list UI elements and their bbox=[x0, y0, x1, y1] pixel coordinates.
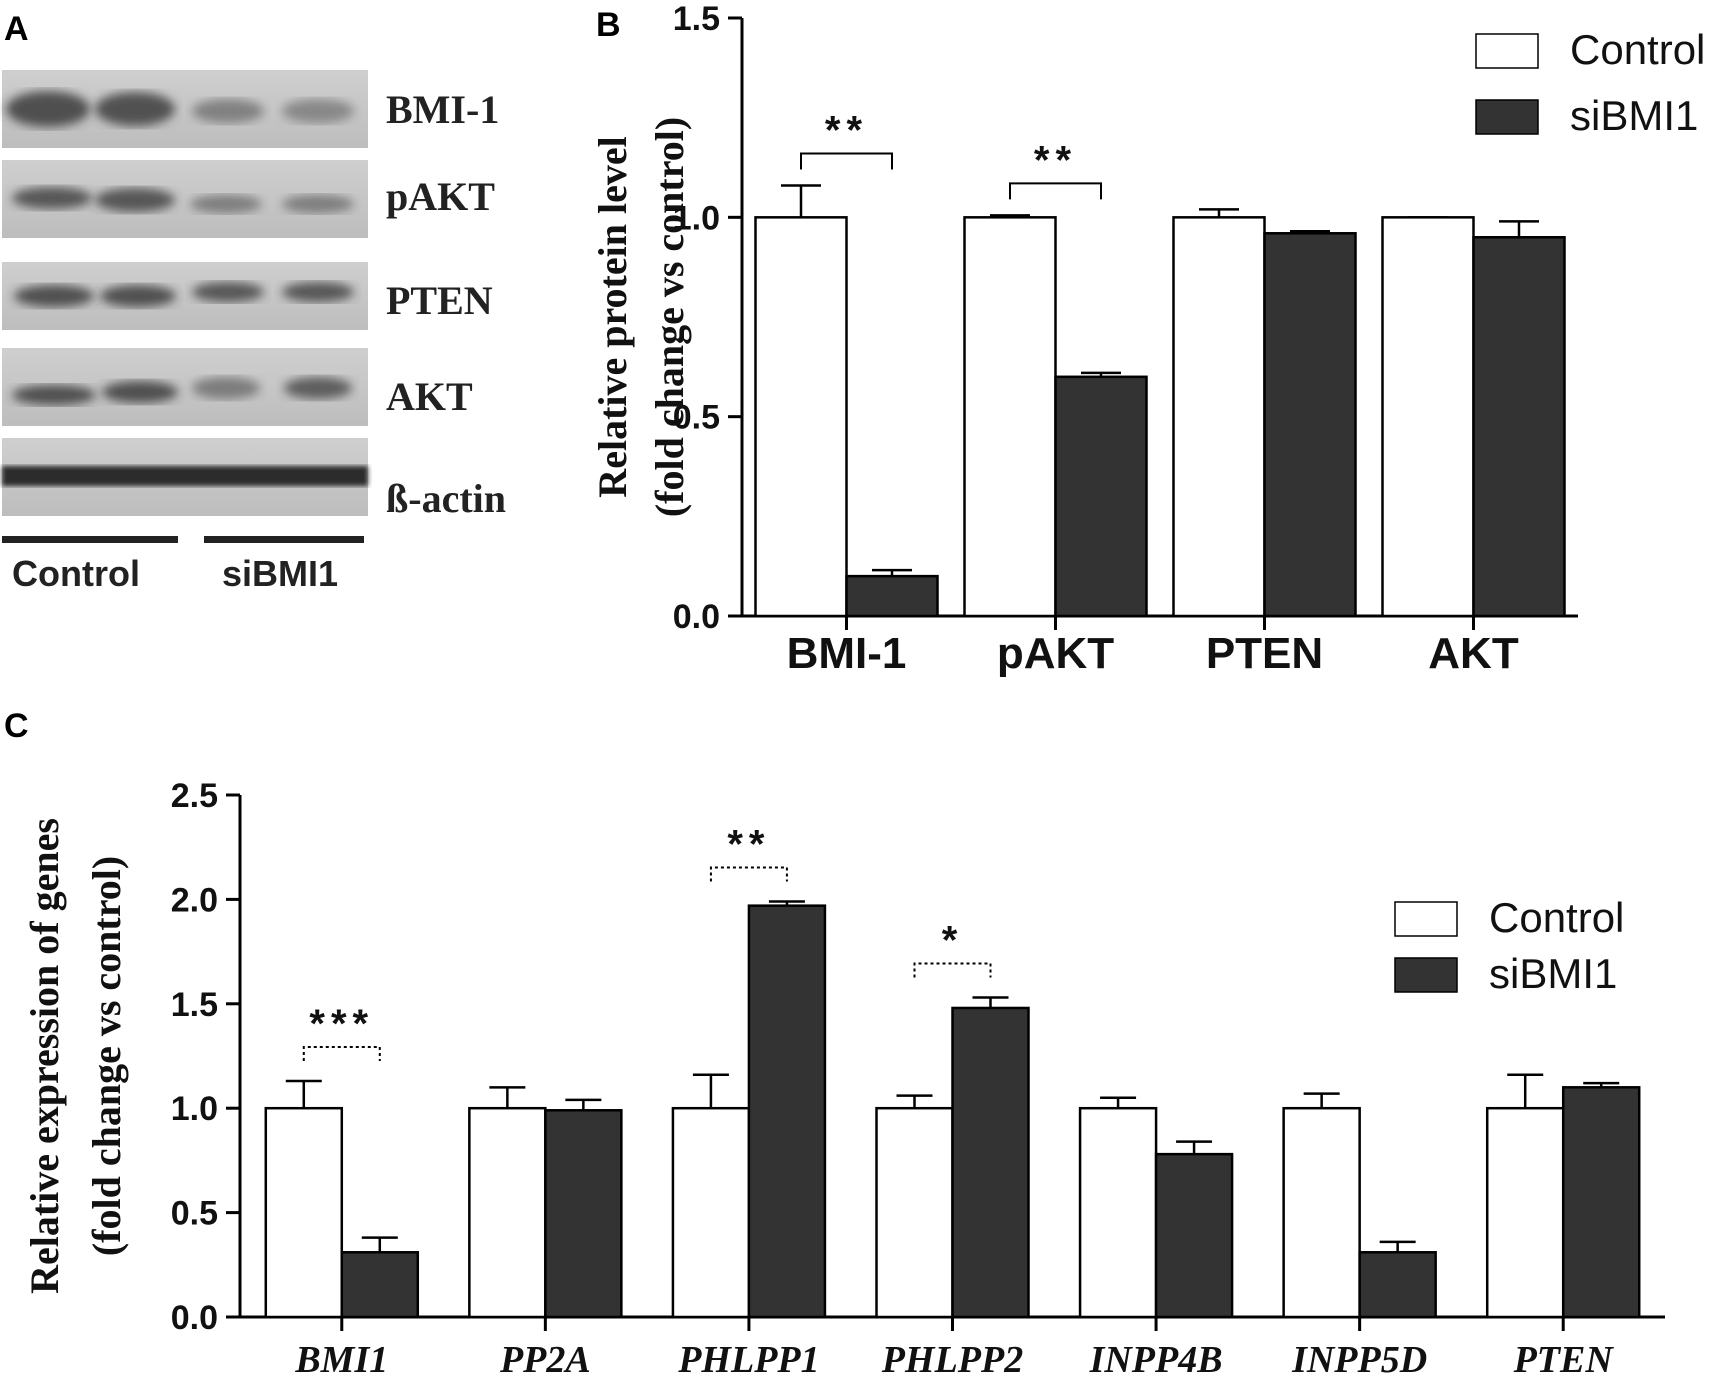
x-category-label: PP2A bbox=[499, 1339, 591, 1381]
significance-bracket bbox=[800, 152, 893, 170]
legend-swatch-sibmi1 bbox=[1394, 957, 1458, 993]
group-label-sibmi1: siBMI1 bbox=[222, 553, 338, 594]
y-tick-label: 0.5 bbox=[673, 399, 720, 437]
y-tick-label: 1.5 bbox=[673, 0, 720, 38]
y-tick-label: 1.0 bbox=[171, 1090, 218, 1128]
y-tick-label: 2.5 bbox=[171, 777, 218, 815]
y-axis-title-line1: Relative expression of genes bbox=[22, 818, 67, 1294]
chart-b: 0.0 0.5 1.0 1.5 Relative protein level (fold … bbox=[590, 0, 1705, 678]
bar-sibmi1-pp2a bbox=[544, 1109, 623, 1319]
y-tick-label: 0.5 bbox=[171, 1195, 218, 1233]
group-bar-sibmi1 bbox=[204, 536, 364, 543]
x-category-label: BMI-1 bbox=[787, 629, 907, 678]
blot-strip-pten bbox=[2, 262, 368, 330]
bar-sibmi1-inpp4b bbox=[1154, 1152, 1234, 1319]
blot-strip-bmi1 bbox=[2, 70, 368, 148]
x-category-label: INPP4B bbox=[1089, 1339, 1223, 1381]
blot-strip-akt bbox=[2, 348, 368, 426]
blot-strip-pakt bbox=[2, 160, 368, 238]
bar-control-inpp4b bbox=[1078, 1106, 1158, 1319]
y-tick-label: 1.5 bbox=[171, 986, 218, 1024]
blot-strip-beta-actin bbox=[2, 438, 368, 516]
blot-label-beta-actin: ß-actin bbox=[386, 476, 506, 521]
panel-b-protein-chart: B 0.0 0.5 1.0 1.5 Relative protein level (fol… bbox=[590, 0, 1705, 678]
bar-control-akt bbox=[1381, 216, 1475, 618]
bar-control-phlpp2 bbox=[875, 1106, 954, 1319]
x-category-label: PTEN bbox=[1206, 629, 1323, 678]
x-category-label: PHLPP2 bbox=[881, 1339, 1023, 1381]
significance-bracket bbox=[302, 1046, 381, 1062]
panel-c-gene-expression-chart: C 0.0 0.5 1.0 1.5 2.0 2.5 Relative expression … bbox=[4, 707, 1665, 1381]
significance-label: ** bbox=[825, 108, 868, 152]
bar-sibmi1-pten bbox=[1561, 1086, 1641, 1319]
x-category-label: PHLPP1 bbox=[677, 1339, 819, 1381]
significance-bracket bbox=[709, 866, 788, 882]
legend-label-control: Control bbox=[1489, 894, 1624, 941]
legend-swatch-control bbox=[1475, 33, 1539, 69]
bar-control-pten bbox=[1485, 1106, 1565, 1319]
bar-sibmi1-akt bbox=[1472, 236, 1566, 618]
panel-a-letter: A bbox=[4, 10, 29, 48]
legend-label-sibmi1: siBMI1 bbox=[1489, 950, 1617, 997]
y-tick-label: 1.0 bbox=[673, 199, 720, 237]
legend-swatch-control bbox=[1394, 901, 1458, 937]
blot-label-pten: PTEN bbox=[386, 278, 493, 323]
bar-control-bmi-1 bbox=[754, 216, 848, 618]
significance-bracket bbox=[1009, 182, 1102, 200]
x-category-label: BMI1 bbox=[294, 1339, 388, 1381]
bar-sibmi1-bmi-1 bbox=[845, 574, 939, 618]
bar-control-pp2a bbox=[468, 1106, 547, 1319]
y-axis-title-line2: (fold change vs control) bbox=[84, 856, 129, 1256]
bar-sibmi1-pten bbox=[1263, 232, 1357, 618]
group-bar-control bbox=[2, 536, 178, 543]
significance-label: ** bbox=[1034, 138, 1077, 182]
bar-control-pten bbox=[1172, 216, 1266, 618]
x-category-label: INPP5D bbox=[1291, 1339, 1427, 1381]
bar-sibmi1-inpp5d bbox=[1358, 1251, 1437, 1319]
panel-b-letter: B bbox=[596, 6, 621, 44]
y-axis-title-line1: Relative protein level bbox=[590, 136, 635, 497]
legend-label-control: Control bbox=[1570, 26, 1705, 73]
chart-c: 0.0 0.5 1.0 1.5 2.0 2.5 Relative expression of… bbox=[22, 777, 1665, 1381]
bar-sibmi1-bmi1 bbox=[340, 1251, 420, 1319]
significance-label: *** bbox=[309, 1002, 374, 1046]
y-tick-label: 0.0 bbox=[171, 1299, 218, 1337]
significance-label: * bbox=[942, 919, 964, 963]
group-label-control: Control bbox=[12, 553, 140, 594]
bar-sibmi1-phlpp1 bbox=[747, 904, 827, 1319]
panel-c-letter: C bbox=[4, 707, 29, 745]
y-tick-label: 0.0 bbox=[673, 598, 720, 636]
x-category-label: pAKT bbox=[997, 629, 1114, 678]
blot-label-akt: AKT bbox=[386, 374, 473, 419]
x-category-label: AKT bbox=[1428, 629, 1519, 678]
bar-sibmi1-pakt bbox=[1054, 375, 1148, 618]
y-axis-title-line2: (fold change vs control) bbox=[647, 117, 692, 517]
panel-a-western-blot: A bbox=[2, 10, 506, 594]
significance-label: ** bbox=[727, 822, 770, 866]
legend-swatch-sibmi1 bbox=[1475, 99, 1539, 135]
y-tick-label: 2.0 bbox=[171, 881, 218, 919]
bar-control-inpp5d bbox=[1282, 1106, 1361, 1319]
bar-control-pakt bbox=[963, 216, 1057, 618]
blot-label-bmi1: BMI-1 bbox=[386, 87, 499, 132]
blot-label-pakt: pAKT bbox=[386, 174, 495, 219]
legend-label-sibmi1: siBMI1 bbox=[1570, 92, 1698, 139]
bar-control-bmi1 bbox=[264, 1106, 344, 1319]
bar-control-phlpp1 bbox=[671, 1106, 751, 1319]
significance-bracket bbox=[913, 962, 992, 978]
x-category-label: PTEN bbox=[1513, 1339, 1615, 1381]
bar-sibmi1-phlpp2 bbox=[951, 1006, 1030, 1319]
